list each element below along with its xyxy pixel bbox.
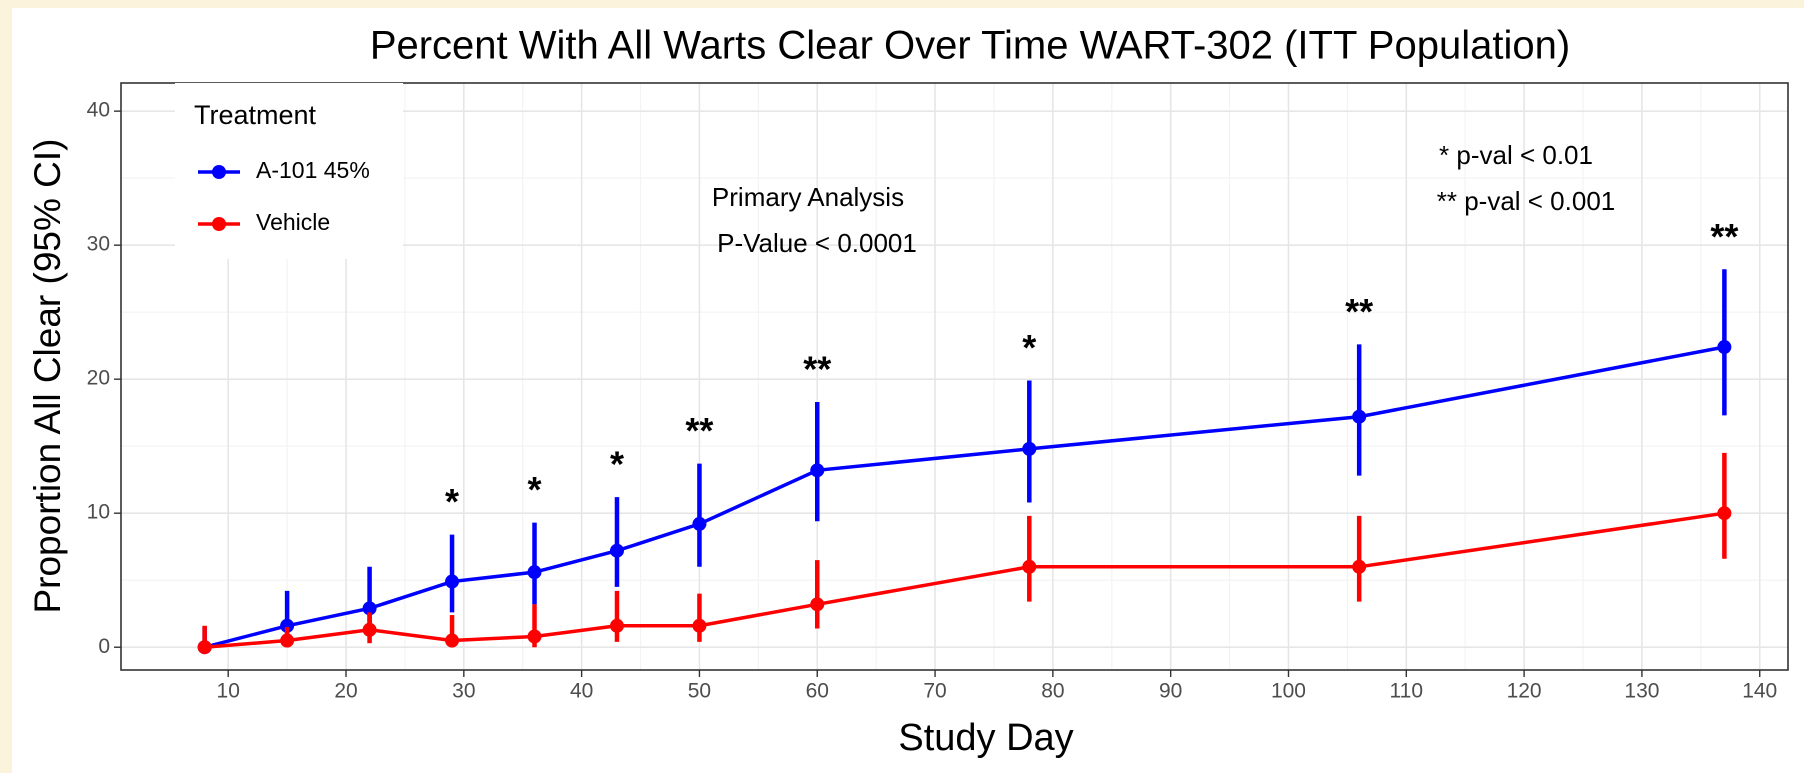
x-tick-label: 30 [452,680,475,703]
y-tick-label: 30 [87,233,110,256]
data-point [527,629,542,644]
annotation: ** p-val < 0.001 [1437,186,1616,216]
x-tick-label: 50 [688,680,711,703]
significance-label: ** [685,410,713,451]
data-point [609,618,624,633]
data-point [810,463,825,478]
annotation: * p-val < 0.01 [1439,140,1593,170]
data-point [1717,340,1732,355]
legend-swatch [212,217,226,231]
data-point [1022,559,1037,574]
x-tick-label: 60 [806,680,829,703]
significance-label: * [1022,327,1036,368]
data-point [810,597,825,612]
x-tick-label: 120 [1507,680,1542,703]
data-point [527,565,542,580]
annotation: P-Value < 0.0001 [717,228,917,258]
data-point [1717,506,1732,521]
x-tick-label: 20 [334,680,357,703]
x-tick-label: 90 [1159,680,1182,703]
significance-label: * [610,444,624,485]
legend: Treatment A-101 45% Vehicle [175,83,403,259]
data-point [1022,441,1037,456]
data-point [692,618,707,633]
x-tick-label: 100 [1271,680,1306,703]
significance-label: * [445,481,459,522]
y-tick-label: 0 [98,635,110,658]
legend-swatch [212,165,226,179]
data-point [609,543,624,558]
y-tick-label: 40 [87,99,110,122]
legend-label: A-101 45% [256,157,370,183]
data-point [1352,409,1367,424]
significance-label: ** [1710,216,1738,257]
data-point [692,516,707,531]
x-tick-label: 140 [1742,680,1777,703]
data-point [280,618,295,633]
chart-title: Percent With All Warts Clear Over Time W… [370,24,1570,68]
x-tick-label: 40 [570,680,593,703]
data-point [197,640,212,655]
data-point [445,633,460,648]
significance-label: * [528,469,542,510]
annotation: Primary Analysis [712,182,904,212]
data-point [445,574,460,589]
x-tick-label: 80 [1041,680,1064,703]
panel-border [120,82,1789,671]
data-point [362,622,377,637]
significance-label: ** [1345,291,1373,332]
significance-label: ** [803,348,831,389]
x-tick-label: 110 [1390,680,1423,703]
x-tick-label: 10 [217,680,240,703]
x-tick-label: 70 [923,680,946,703]
x-tick-label: 130 [1624,680,1659,703]
data-point [1352,559,1367,574]
legend-label: Vehicle [256,209,330,235]
y-axis-title: Proportion All Clear (95% CI) [27,138,68,613]
y-tick-label: 10 [87,501,110,524]
x-axis-title: Study Day [898,717,1073,759]
legend-title: Treatment [194,100,317,130]
data-point [280,633,295,648]
data-point [362,601,377,616]
y-tick-label: 20 [87,367,110,390]
